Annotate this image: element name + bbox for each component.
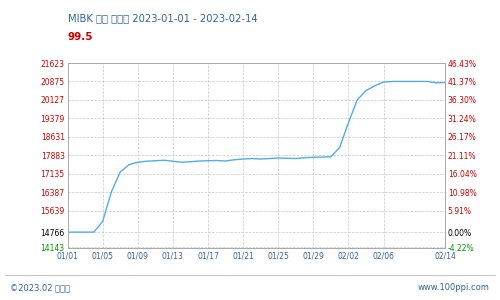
Text: MIBK 国内 混合价 2023-01-01 - 2023-02-14: MIBK 国内 混合价 2023-01-01 - 2023-02-14 (68, 14, 257, 23)
Text: 99.5: 99.5 (68, 32, 93, 41)
Text: ©2023.02 生意社: ©2023.02 生意社 (10, 284, 70, 292)
Text: www.100ppi.com: www.100ppi.com (418, 284, 490, 292)
